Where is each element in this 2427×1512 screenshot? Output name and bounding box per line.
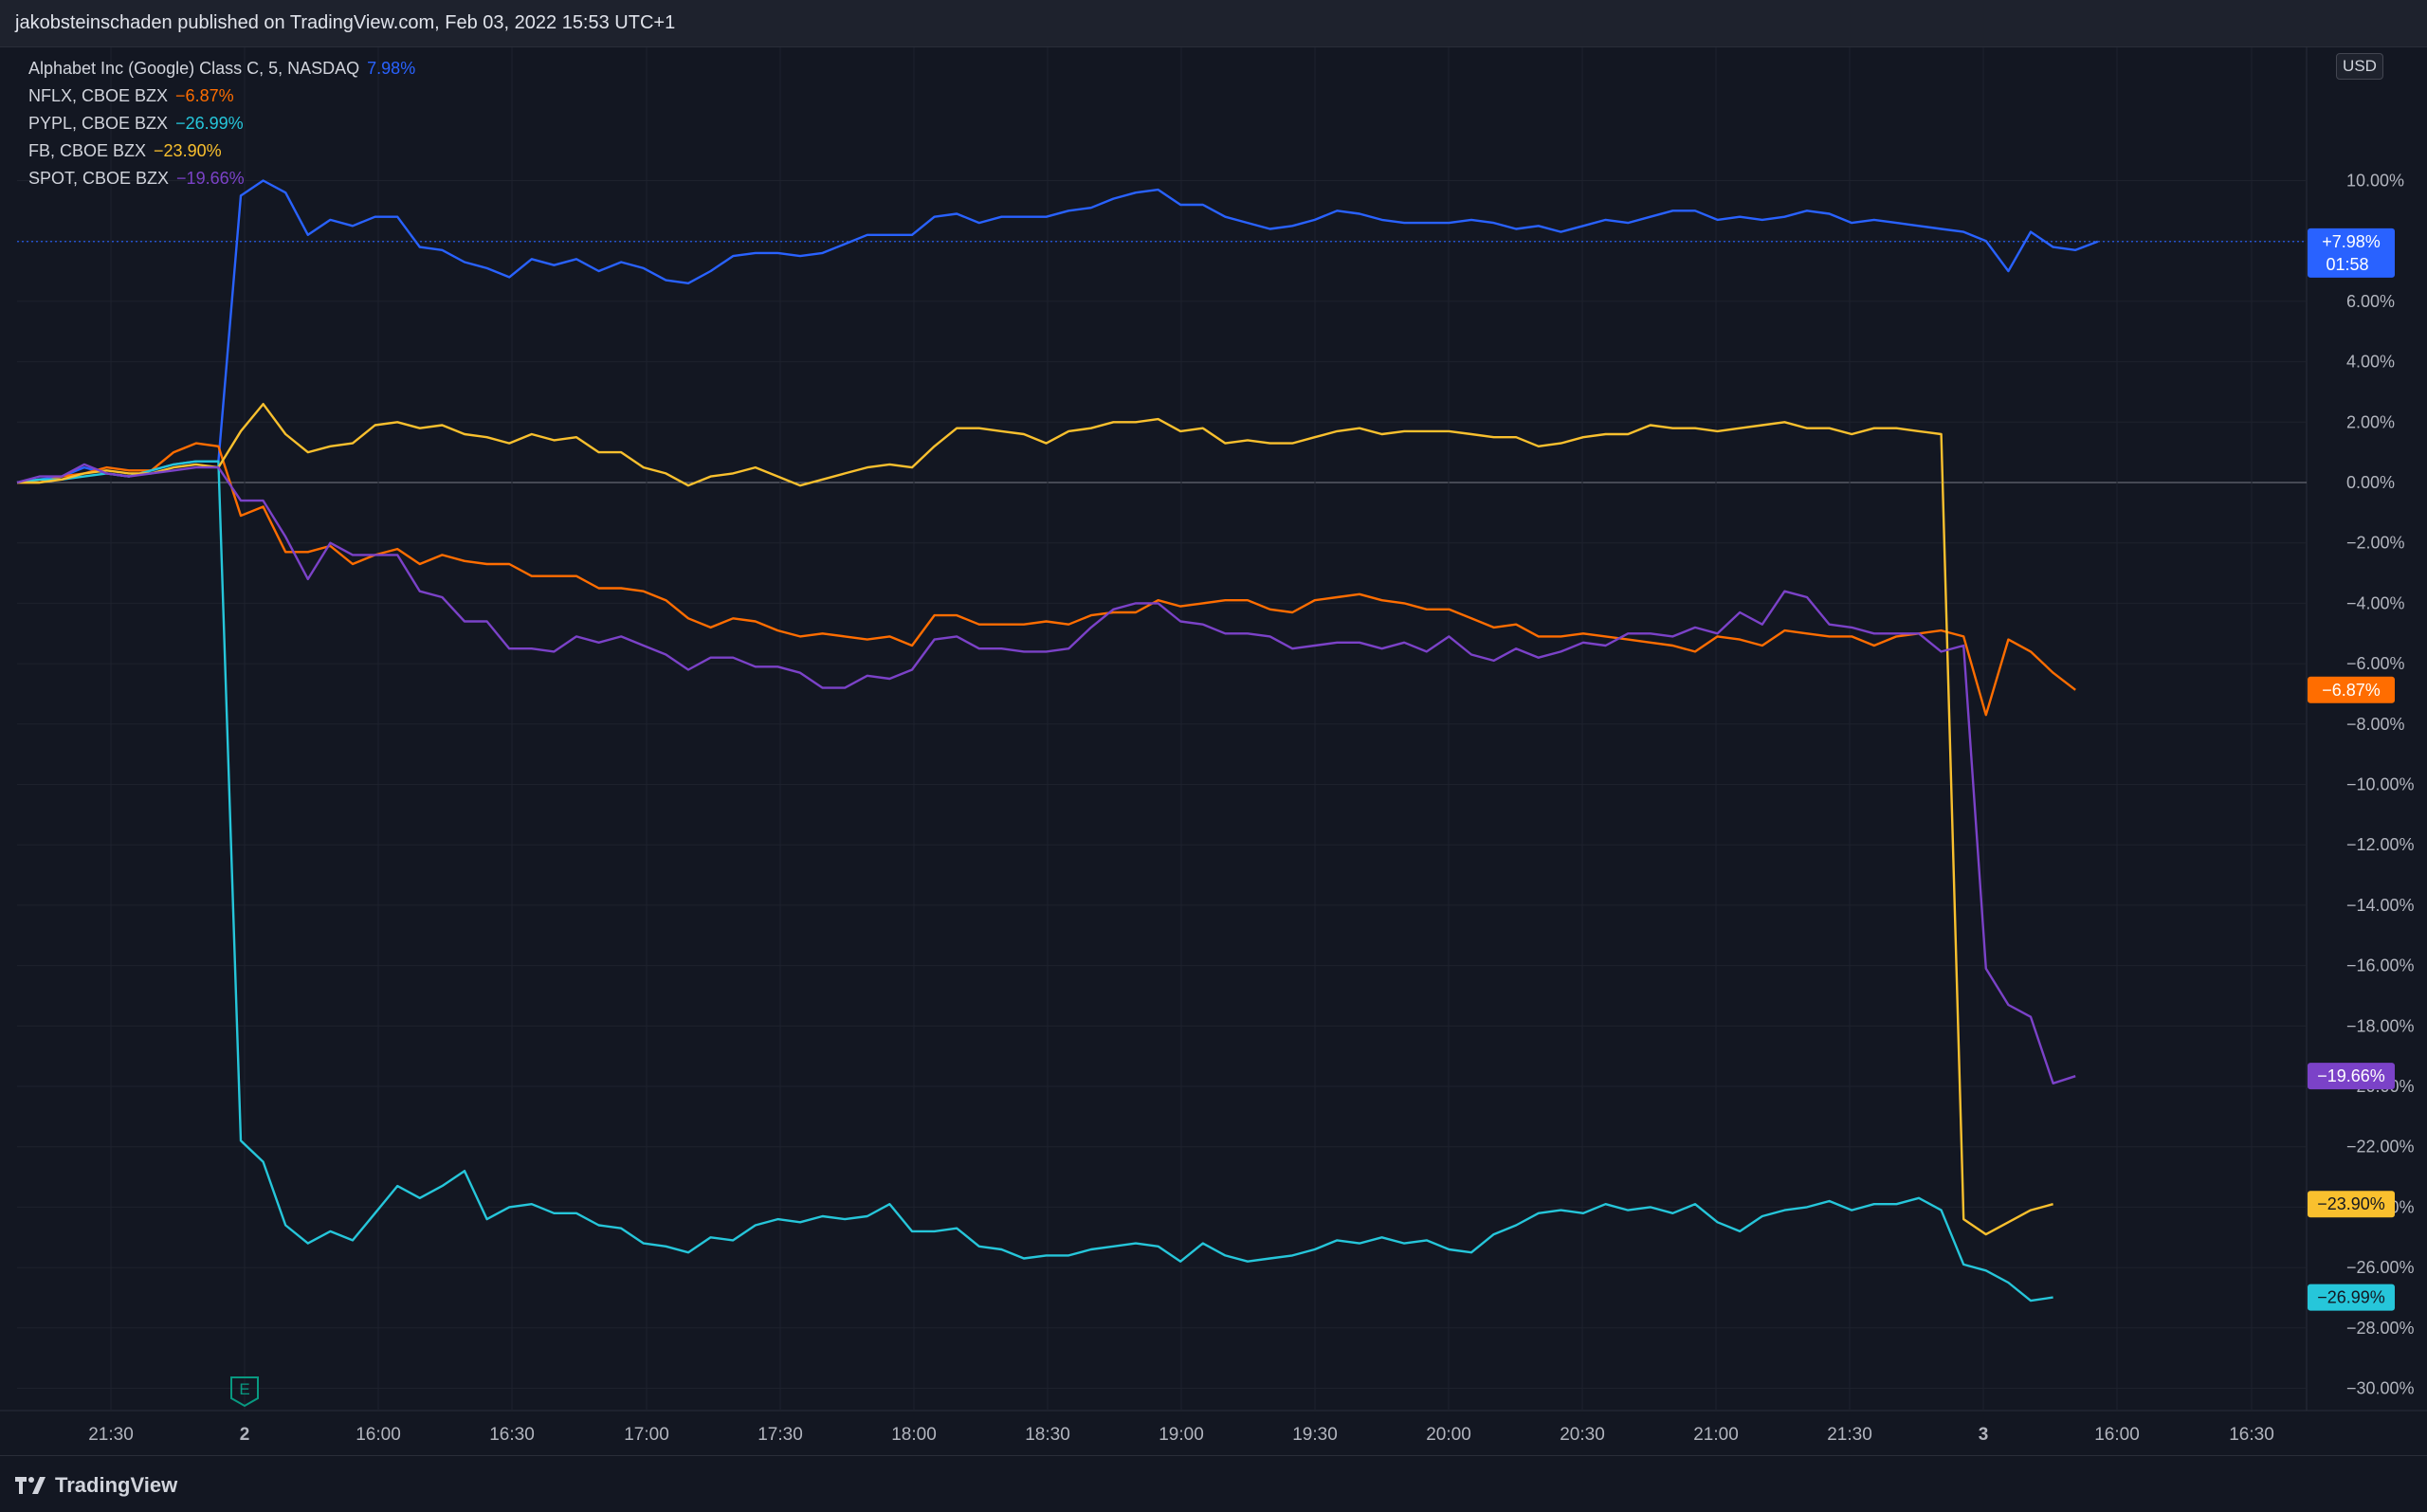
legend-name: SPOT, CBOE BZX [28, 169, 170, 188]
x-tick-label: 16:00 [2094, 1425, 2140, 1445]
legend-name: Alphabet Inc (Google) Class C, 5, NASDAQ [28, 59, 360, 78]
series-lines: E [16, 179, 2099, 1408]
brand-name: TradingView [55, 1473, 178, 1497]
legend-googl[interactable]: Alphabet Inc (Google) Class C, 5, NASDAQ… [28, 55, 415, 82]
x-tick-label: 19:00 [1159, 1425, 1204, 1445]
x-tick-label: 21:00 [1693, 1425, 1739, 1445]
publish-header: jakobsteinschaden published on TradingVi… [0, 0, 2427, 47]
grid [0, 47, 2427, 1412]
legend-name: NFLX, CBOE BZX [28, 86, 169, 105]
tradingview-logo[interactable]: TradingView [15, 1473, 177, 1498]
earnings-marker-icon[interactable] [230, 1376, 259, 1408]
time-axis[interactable]: 21:30 2 16:00 16:30 17:00 17:30 18:00 18:30 19:0… [88, 1425, 2274, 1445]
x-tick-label: 20:30 [1560, 1425, 1605, 1445]
x-tick-label: 21:30 [1827, 1425, 1872, 1445]
x-tick-label: 2 [240, 1425, 250, 1445]
x-tick-label: 18:00 [891, 1425, 937, 1445]
y-tick-label: −26.00% [2346, 1258, 2415, 1277]
x-tick-label: 19:30 [1292, 1425, 1338, 1445]
y-tick-label: 2.00% [2346, 412, 2395, 431]
series-line-2 [16, 460, 2053, 1303]
tradingview-logo-icon [15, 1477, 46, 1494]
x-tick-label: 3 [1979, 1425, 1989, 1445]
price-labels: +7.98% 01:58 −6.87% −26.99% −23.90% −19.66% [2308, 228, 2395, 1311]
y-tick-label: −14.00% [2346, 896, 2415, 915]
price-label-bg-4 [2308, 1063, 2395, 1090]
legend-value: 7.98% [367, 59, 416, 78]
price-label-1: −6.87% [2322, 681, 2381, 700]
y-tick-label: −8.00% [2346, 715, 2405, 734]
price-label-0: +7.98% [2322, 232, 2381, 251]
chart-canvas[interactable]: E 10.00%8.00%6.00%4.00%2.00%0.00%−2.00%−… [0, 0, 2427, 1455]
legend-fb[interactable]: FB, CBOE BZX −23.90% [28, 137, 415, 165]
legend-nflx[interactable]: NFLX, CBOE BZX −6.87% [28, 82, 415, 110]
countdown-label: 01:58 [2326, 255, 2368, 274]
x-tick-label: 17:30 [757, 1425, 803, 1445]
series-line-0 [16, 179, 2099, 484]
legend-name: PYPL, CBOE BZX [28, 114, 169, 133]
legend-value: −6.87% [175, 86, 234, 105]
x-tick-label: 16:30 [2229, 1425, 2274, 1445]
x-tick-label: 20:00 [1426, 1425, 1471, 1445]
y-tick-label: 10.00% [2346, 172, 2404, 191]
legend: Alphabet Inc (Google) Class C, 5, NASDAQ… [28, 55, 415, 192]
x-tick-label: 21:30 [88, 1425, 134, 1445]
earnings-marker-label: E [239, 1380, 249, 1398]
price-label-4: −19.66% [2317, 1066, 2385, 1085]
publish-info: jakobsteinschaden published on TradingVi… [15, 12, 676, 33]
legend-spot[interactable]: SPOT, CBOE BZX −19.66% [28, 165, 415, 192]
y-tick-label: −10.00% [2346, 775, 2415, 794]
y-tick-label: −6.00% [2346, 654, 2405, 673]
legend-value: −23.90% [154, 141, 222, 160]
price-label-2: −26.99% [2317, 1288, 2385, 1307]
y-tick-label: −22.00% [2346, 1138, 2415, 1157]
price-label-bg-2 [2308, 1284, 2395, 1311]
series-line-4 [16, 463, 2076, 1085]
x-tick-label: 18:30 [1025, 1425, 1070, 1445]
series-line-3 [17, 403, 2053, 1236]
price-label-3: −23.90% [2317, 1194, 2385, 1213]
x-tick-label: 17:00 [624, 1425, 669, 1445]
series-line-1 [17, 442, 2076, 717]
legend-value: −26.99% [175, 114, 244, 133]
y-tick-label: 6.00% [2346, 292, 2395, 311]
x-tick-label: 16:00 [356, 1425, 401, 1445]
price-label-bg-0 [2308, 228, 2395, 278]
legend-name: FB, CBOE BZX [28, 141, 147, 160]
y-tick-label: −4.00% [2346, 593, 2405, 612]
footer: TradingView [0, 1455, 2427, 1512]
x-tick-label: 16:30 [489, 1425, 535, 1445]
legend-pypl[interactable]: PYPL, CBOE BZX −26.99% [28, 110, 415, 137]
y-tick-label: −28.00% [2346, 1319, 2415, 1338]
legend-value: −19.66% [176, 169, 245, 188]
y-tick-label: −30.00% [2346, 1379, 2415, 1398]
y-tick-label: −16.00% [2346, 956, 2415, 975]
y-tick-label: −12.00% [2346, 835, 2415, 854]
price-label-bg-3 [2308, 1191, 2395, 1218]
price-label-bg-1 [2308, 676, 2395, 703]
y-tick-label: 4.00% [2346, 353, 2395, 372]
y-tick-label: −2.00% [2346, 534, 2405, 553]
y-tick-label: −18.00% [2346, 1016, 2415, 1035]
y-tick-label: 0.00% [2346, 473, 2395, 492]
currency-button[interactable]: USD [2336, 53, 2383, 80]
